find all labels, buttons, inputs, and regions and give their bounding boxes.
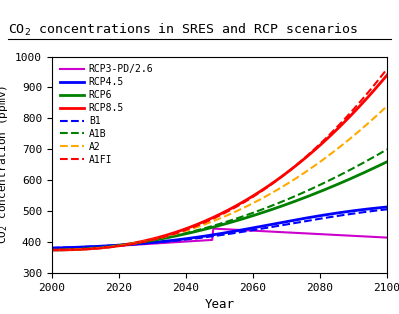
RCP4.5 bbox=[255, 225, 259, 229]
RCP8.5 bbox=[51, 248, 55, 252]
RCP4.5 bbox=[353, 208, 358, 212]
A2 bbox=[255, 199, 259, 203]
RCP3-PD/2.6 bbox=[49, 248, 54, 252]
B1 bbox=[248, 229, 253, 232]
Text: CO$_2$ concentrations in SRES and RCP scenarios: CO$_2$ concentrations in SRES and RCP sc… bbox=[8, 22, 358, 38]
Line: RCP8.5: RCP8.5 bbox=[52, 75, 387, 250]
A1FI bbox=[248, 197, 253, 200]
RCP3-PD/2.6 bbox=[250, 229, 255, 232]
A1FI bbox=[49, 248, 54, 252]
RCP3-PD/2.6 bbox=[51, 248, 55, 252]
A1FI bbox=[353, 105, 358, 109]
Legend: RCP3-PD/2.6, RCP4.5, RCP6, RCP8.5, B1, A1B, A2, A1FI: RCP3-PD/2.6, RCP4.5, RCP6, RCP8.5, B1, A… bbox=[57, 61, 156, 168]
RCP4.5 bbox=[249, 226, 254, 230]
A1B bbox=[249, 212, 254, 215]
RCP4.5 bbox=[51, 246, 55, 250]
B1 bbox=[385, 208, 389, 211]
RCP8.5 bbox=[255, 192, 259, 195]
RCP6 bbox=[385, 160, 389, 164]
Y-axis label: CO$_2$ concentration (ppmv): CO$_2$ concentration (ppmv) bbox=[0, 85, 10, 244]
RCP4.5 bbox=[248, 226, 253, 230]
B1 bbox=[249, 229, 254, 232]
B1 bbox=[51, 246, 55, 250]
A1B bbox=[353, 165, 358, 169]
RCP3-PD/2.6 bbox=[249, 229, 254, 232]
A1FI bbox=[249, 196, 254, 200]
Line: A1FI: A1FI bbox=[52, 69, 387, 250]
Line: B1: B1 bbox=[52, 209, 387, 248]
A1B bbox=[255, 209, 259, 213]
A2 bbox=[353, 132, 358, 136]
RCP8.5 bbox=[385, 73, 389, 77]
A1B bbox=[385, 148, 389, 151]
RCP4.5 bbox=[385, 205, 389, 209]
A2 bbox=[249, 202, 254, 206]
A1FI bbox=[51, 248, 55, 252]
RCP6 bbox=[353, 175, 358, 178]
RCP6 bbox=[249, 214, 254, 218]
A2 bbox=[385, 104, 389, 108]
Line: A1B: A1B bbox=[52, 149, 387, 250]
A1B bbox=[51, 248, 55, 252]
RCP3-PD/2.6 bbox=[256, 229, 261, 233]
RCP8.5 bbox=[332, 130, 337, 134]
RCP6 bbox=[248, 215, 253, 219]
A2 bbox=[49, 248, 54, 252]
B1 bbox=[353, 211, 358, 215]
RCP6 bbox=[49, 248, 54, 252]
RCP3-PD/2.6 bbox=[333, 233, 338, 237]
A1B bbox=[49, 248, 54, 252]
RCP8.5 bbox=[353, 109, 358, 112]
A1FI bbox=[255, 192, 259, 196]
RCP8.5 bbox=[248, 196, 253, 199]
RCP8.5 bbox=[249, 195, 254, 199]
RCP6 bbox=[332, 184, 337, 187]
A2 bbox=[51, 248, 55, 252]
A1B bbox=[248, 212, 253, 216]
Line: RCP4.5: RCP4.5 bbox=[52, 207, 387, 248]
RCP4.5 bbox=[332, 212, 337, 215]
B1 bbox=[332, 214, 337, 218]
A1FI bbox=[385, 67, 389, 71]
X-axis label: Year: Year bbox=[204, 299, 235, 311]
Line: A2: A2 bbox=[52, 106, 387, 250]
RCP4.5 bbox=[49, 246, 54, 250]
B1 bbox=[255, 228, 259, 231]
A1FI bbox=[332, 128, 337, 132]
RCP8.5 bbox=[49, 248, 54, 252]
A2 bbox=[248, 203, 253, 206]
RCP3-PD/2.6 bbox=[354, 234, 359, 238]
Line: RCP3-PD/2.6: RCP3-PD/2.6 bbox=[52, 229, 387, 250]
Line: RCP6: RCP6 bbox=[52, 162, 387, 250]
A2 bbox=[332, 149, 337, 153]
RCP3-PD/2.6 bbox=[211, 227, 216, 230]
A1B bbox=[332, 176, 337, 180]
RCP3-PD/2.6 bbox=[385, 236, 389, 240]
B1 bbox=[49, 246, 54, 250]
RCP6 bbox=[51, 248, 55, 252]
RCP6 bbox=[255, 213, 259, 216]
